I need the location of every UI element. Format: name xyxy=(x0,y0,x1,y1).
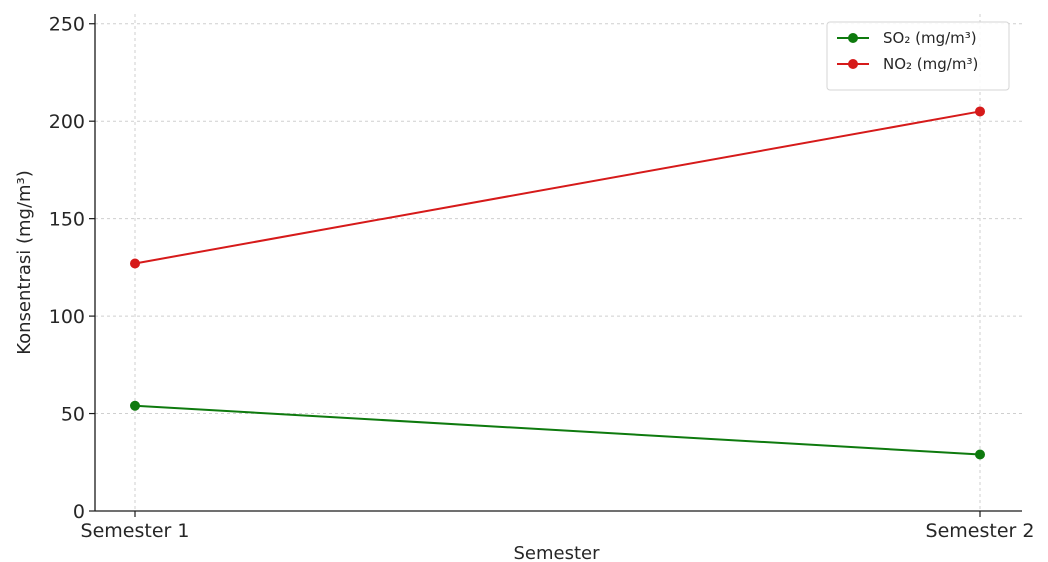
y-tick-label: 100 xyxy=(49,306,85,328)
data-point xyxy=(130,258,140,269)
data-point xyxy=(130,400,140,411)
series-line xyxy=(134,110,981,265)
x-tick-label: Semester 2 xyxy=(926,520,1035,542)
y-tick-label: 150 xyxy=(49,209,85,231)
series-line xyxy=(134,404,981,456)
legend-item: NO₂ (mg/m³) xyxy=(837,55,978,73)
x-axis-title: Semester xyxy=(513,543,600,562)
legend-label: NO₂ (mg/m³) xyxy=(883,55,978,73)
y-tick-label: 50 xyxy=(61,404,85,426)
legend-label: SO₂ (mg/m³) xyxy=(883,29,977,47)
y-axis-title: Konsentrasi (mg/m³) xyxy=(14,170,35,355)
legend: SO₂ (mg/m³) NO₂ (mg/m³) xyxy=(826,21,1010,91)
legend-marker xyxy=(848,59,858,69)
y-tick-label: 200 xyxy=(49,111,85,133)
y-tick-label: 0 xyxy=(73,501,85,523)
series xyxy=(130,106,985,460)
data-point xyxy=(975,449,985,460)
series-group xyxy=(130,400,985,460)
data-point xyxy=(975,106,985,117)
y-tick-label: 250 xyxy=(49,14,85,36)
axes: 0 50 100 150 200 250 Semester 1 Semester 2 xyxy=(49,14,1035,542)
legend-item: SO₂ (mg/m³) xyxy=(837,29,977,47)
x-tick-label: Semester 1 xyxy=(81,520,190,542)
legend-marker xyxy=(848,33,858,43)
series-group xyxy=(130,106,985,269)
legend-box xyxy=(826,21,1010,91)
